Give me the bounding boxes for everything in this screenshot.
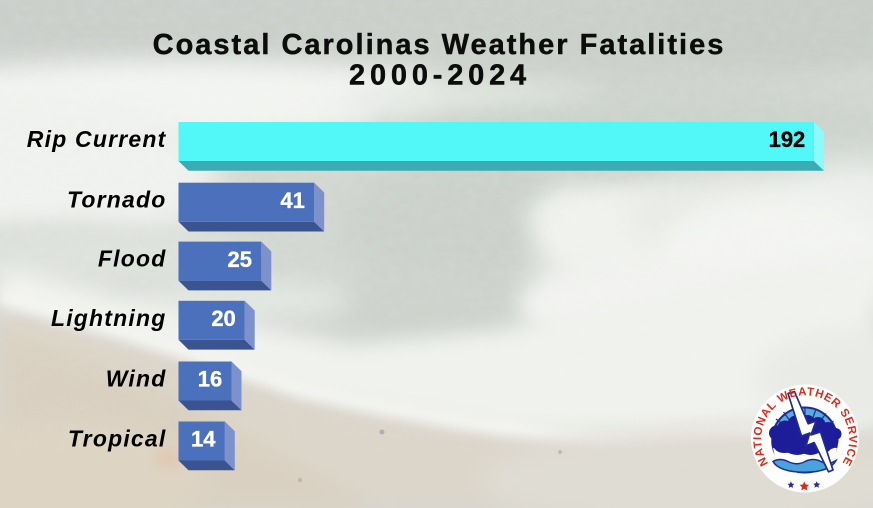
svg-text:192: 192	[769, 127, 806, 152]
svg-text:Lightning: Lightning	[51, 305, 167, 331]
svg-text:20: 20	[211, 306, 235, 331]
svg-text:Coastal Carolinas Weather Fata: Coastal Carolinas Weather Fatalities	[153, 29, 726, 61]
svg-text:25: 25	[228, 247, 252, 272]
svg-text:16: 16	[198, 367, 222, 392]
svg-text:Tropical: Tropical	[68, 426, 167, 452]
svg-text:Flood: Flood	[98, 246, 167, 272]
svg-text:14: 14	[191, 427, 216, 452]
svg-text:Tornado: Tornado	[67, 187, 167, 213]
svg-text:41: 41	[280, 188, 304, 213]
svg-text:Rip Current: Rip Current	[27, 126, 167, 152]
svg-text:Wind: Wind	[106, 366, 167, 392]
svg-text:2000-2024: 2000-2024	[349, 60, 531, 92]
